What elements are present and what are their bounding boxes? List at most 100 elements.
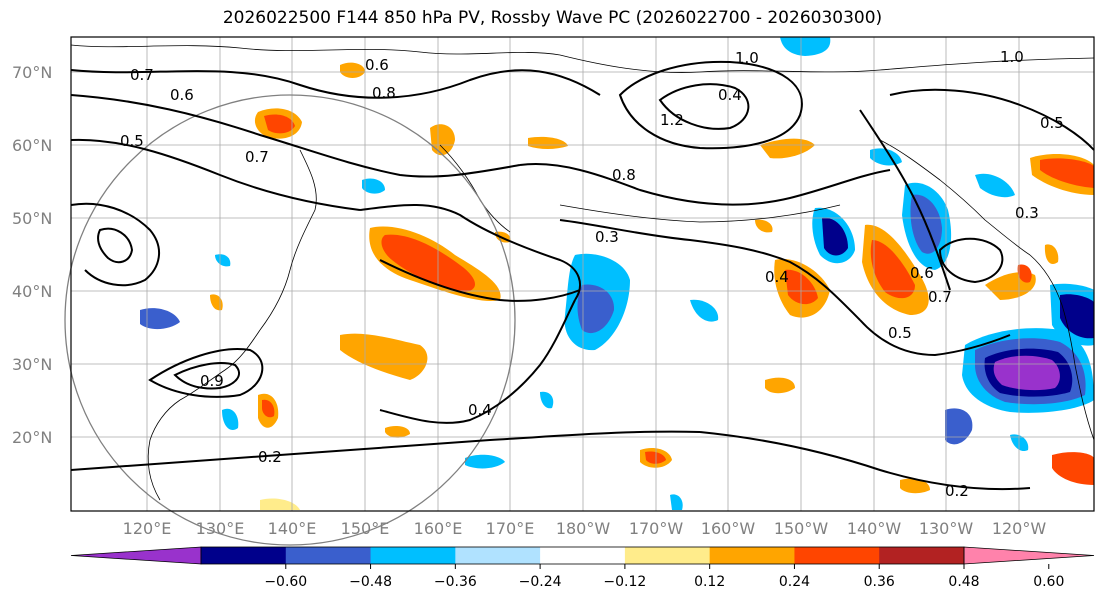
lat-label: 40°N <box>12 282 52 301</box>
contour-label: 0.8 <box>612 166 636 184</box>
contour-label: 0.2 <box>945 482 969 500</box>
contour-label: 1.2 <box>660 111 684 129</box>
contour-label: 0.9 <box>200 372 224 390</box>
contour-label: 0.8 <box>372 84 396 102</box>
colorbar-segment <box>455 547 541 564</box>
colorbar-tick-label: 0.48 <box>948 574 979 590</box>
map-frame <box>70 36 1095 512</box>
negative-anomaly <box>945 408 973 445</box>
colorbar-extend-max <box>963 546 1095 565</box>
contour-label: 0.4 <box>468 401 492 419</box>
lon-label: 120°E <box>123 519 172 538</box>
negative-anomaly <box>780 37 831 56</box>
lat-label: 70°N <box>12 63 52 82</box>
contour-label: 0.6 <box>910 264 934 282</box>
colorbar-tick-label: 0.36 <box>864 574 895 590</box>
lon-label: 130°E <box>196 519 245 538</box>
colorbar-tick-label: −0.48 <box>349 574 392 590</box>
positive-anomaly <box>430 124 455 156</box>
contour-labels: 0.6 0.8 1.0 1.0 0.7 0.6 0.5 0.7 0.8 0.3 … <box>120 48 1064 500</box>
contour-label: 0.6 <box>170 86 194 104</box>
colorbar: −0.60 −0.48 −0.36 −0.24 −0.12 0.12 0.24 0.36 0.4… <box>70 546 1095 590</box>
contour-label: 0.3 <box>1015 204 1039 222</box>
lon-label: 160°W <box>701 519 756 538</box>
lon-label: 170°E <box>486 519 535 538</box>
lon-label: 150°W <box>774 519 829 538</box>
colorbar-outline <box>200 546 965 565</box>
contour-label: 0.5 <box>120 132 144 150</box>
negative-anomaly <box>577 284 615 334</box>
negative-anomaly <box>215 254 231 267</box>
positive-anomaly <box>1044 244 1059 265</box>
positive-anomaly <box>381 234 476 292</box>
coastlines <box>70 44 1095 501</box>
lon-label: 180°W <box>556 519 611 538</box>
positive-anomaly <box>264 114 295 134</box>
positive-anomaly <box>870 240 915 299</box>
colorbar-tick-label: −0.24 <box>519 574 562 590</box>
lon-label: 130°W <box>919 519 974 538</box>
positive-anomaly <box>1052 452 1094 485</box>
negative-anomaly <box>993 355 1060 391</box>
longitude-labels: 120°E 130°E 140°E 150°E 160°E 170°E 180°… <box>123 519 1047 538</box>
positive-anomaly <box>645 451 666 464</box>
colorbar-tick-label: −0.12 <box>603 574 646 590</box>
negative-anomaly <box>222 408 239 430</box>
lon-label: 160°E <box>414 519 463 538</box>
shading-layer <box>140 37 1094 510</box>
contour-label: 0.5 <box>888 324 912 342</box>
colorbar-segment <box>285 547 372 564</box>
positive-anomaly <box>385 426 410 438</box>
latitude-labels: 70°N 60°N 50°N 40°N 30°N 20°N <box>12 63 52 447</box>
contour-label: 0.3 <box>595 228 619 246</box>
colorbar-tick-label: −0.36 <box>434 574 477 590</box>
contour-label: 0.7 <box>928 288 952 306</box>
lat-label: 50°N <box>12 209 52 228</box>
contour-label: 0.5 <box>1040 114 1064 132</box>
colorbar-segment <box>624 547 711 564</box>
lon-label: 140°W <box>847 519 902 538</box>
negative-anomaly <box>1060 294 1094 339</box>
colorbar-segment <box>709 547 795 564</box>
lat-label: 60°N <box>12 136 52 155</box>
contour-label: 0.2 <box>258 448 282 466</box>
negative-anomaly <box>690 299 719 322</box>
negative-anomaly <box>670 494 683 510</box>
colorbar-tick-label: 0.24 <box>779 574 810 590</box>
lon-label: 120°W <box>992 519 1047 538</box>
pv-contours <box>70 60 1095 491</box>
lat-label: 30°N <box>12 355 52 374</box>
colorbar-tick-label: 0.12 <box>694 574 725 590</box>
contour-label: 1.0 <box>735 49 759 67</box>
lat-label: 20°N <box>12 428 52 447</box>
contour-label: 0.7 <box>245 148 269 166</box>
positive-anomaly <box>340 62 365 78</box>
colorbar-segment <box>370 547 456 564</box>
lon-label: 150°E <box>341 519 390 538</box>
positive-anomaly <box>210 294 223 311</box>
reference-circle <box>64 94 516 546</box>
positive-anomaly <box>785 269 818 305</box>
contour-label: 0.6 <box>365 56 389 74</box>
colorbar-segment <box>201 547 287 564</box>
positive-anomaly <box>1017 264 1032 283</box>
contour-label: 1.0 <box>1000 48 1024 66</box>
negative-anomaly <box>540 391 554 409</box>
contour-label: 0.4 <box>765 268 789 286</box>
colorbar-tick-label: −0.60 <box>264 574 307 590</box>
contour-label: 0.4 <box>718 86 742 104</box>
colorbar-segment <box>540 547 626 564</box>
positive-anomaly <box>340 333 428 380</box>
colorbar-tick-label: 0.60 <box>1033 574 1064 590</box>
colorbar-extend-min <box>70 546 202 565</box>
positive-anomaly <box>260 498 300 510</box>
negative-anomaly <box>140 308 180 330</box>
positive-anomaly <box>262 399 275 418</box>
positive-anomaly <box>1040 158 1094 188</box>
positive-anomaly <box>765 377 795 394</box>
negative-anomaly <box>362 178 385 194</box>
colorbar-segment <box>879 547 965 564</box>
gridlines <box>71 37 1094 511</box>
positive-anomaly <box>755 219 773 233</box>
